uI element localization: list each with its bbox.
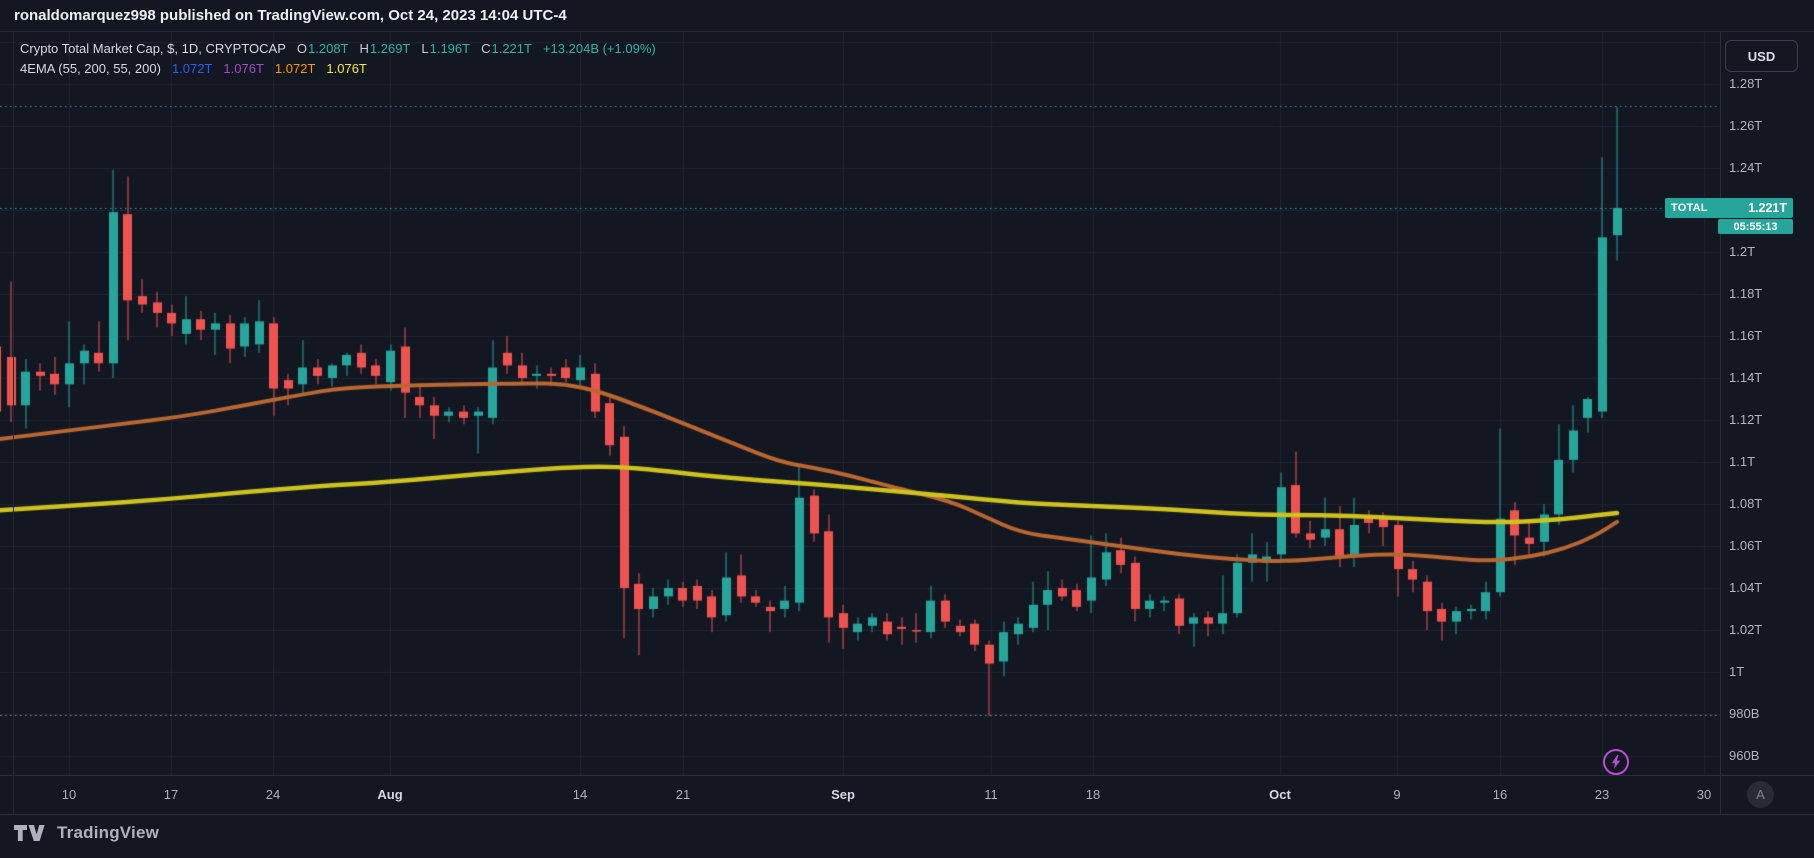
time-axis-label: 16 bbox=[1492, 787, 1508, 802]
price-chart-canvas[interactable] bbox=[0, 32, 1720, 775]
last-price-badge[interactable]: TOTAL 1.221T bbox=[1665, 198, 1793, 218]
time-axis-label: 24 bbox=[265, 787, 281, 802]
time-axis-label: 18 bbox=[1085, 787, 1101, 802]
daily-change: +13.204B (+1.09%) bbox=[542, 40, 656, 56]
time-axis-label: Oct bbox=[1269, 787, 1291, 802]
price-axis-label: 1.16T bbox=[1729, 328, 1763, 343]
usd-currency-button[interactable]: USD bbox=[1725, 40, 1798, 72]
time-axis-label: 11 bbox=[984, 787, 998, 802]
price-axis-label: 1.02T bbox=[1729, 622, 1763, 637]
time-axis-label: Sep bbox=[831, 787, 855, 802]
price-axis-label: 1.14T bbox=[1729, 370, 1763, 385]
symbol-title: Crypto Total Market Cap, $, 1D, CRYPTOCA… bbox=[20, 40, 286, 56]
publish-text: ronaldomarquez998 published on TradingVi… bbox=[14, 7, 567, 24]
price-axis-label: 1.28T bbox=[1729, 76, 1763, 91]
auto-scale-button[interactable]: A bbox=[1747, 781, 1774, 808]
price-axis-label: 1.26T bbox=[1729, 118, 1763, 133]
ohlc-open: O1.208T bbox=[296, 40, 349, 56]
ohlc-high: H1.269T bbox=[359, 40, 411, 56]
symbol-tag: TOTAL bbox=[1671, 202, 1708, 214]
legend-indicator-row[interactable]: 4EMA (55, 200, 55, 200) 1.072T 1.076T 1.… bbox=[20, 59, 656, 77]
chart-left-frame bbox=[13, 32, 14, 815]
legend-symbol-row[interactable]: Crypto Total Market Cap, $, 1D, CRYPTOCA… bbox=[20, 39, 656, 57]
publish-banner: ronaldomarquez998 published on TradingVi… bbox=[0, 0, 1814, 32]
ema55-blue-value: 1.072T bbox=[171, 60, 213, 76]
price-axis-label: 980B bbox=[1729, 706, 1760, 721]
time-axis[interactable]: 10 17 24 Aug 14 21 Sep 11 18 Oct 9 16 23 30 bbox=[0, 775, 1814, 815]
price-axis-label: 1.04T bbox=[1729, 580, 1763, 595]
price-axis-label: 1.06T bbox=[1729, 538, 1763, 553]
tradingview-logo-icon bbox=[14, 825, 49, 841]
bar-close-countdown: 05:55:13 bbox=[1718, 219, 1793, 234]
price-axis-label: 960B bbox=[1729, 748, 1760, 763]
ohlc-close: C1.221T bbox=[481, 40, 532, 56]
time-axis-label: 9 bbox=[1393, 787, 1401, 802]
footer-brand[interactable]: TradingView bbox=[14, 820, 159, 846]
time-axis-label: 17 bbox=[163, 787, 179, 802]
price-axis-label: 1.1T bbox=[1729, 454, 1756, 469]
price-axis-label: 1T bbox=[1729, 664, 1745, 679]
price-axis-label: 1.12T bbox=[1729, 412, 1763, 427]
tradingview-brand-text: TradingView bbox=[57, 823, 160, 842]
ohlc-low: L1.196T bbox=[421, 40, 471, 56]
usd-currency-label: USD bbox=[1747, 48, 1776, 64]
time-axis-label: 10 bbox=[61, 787, 77, 802]
time-axis-label: 23 bbox=[1594, 787, 1610, 802]
ema200-yellow-value: 1.076T bbox=[326, 60, 367, 76]
time-axis-label: 30 bbox=[1696, 787, 1712, 802]
price-axis[interactable]: 1.28T 1.26T 1.24T 1.2T 1.18T 1.16T 1.14T 1.12T 1… bbox=[1720, 32, 1814, 815]
time-axis-label: Aug bbox=[377, 787, 403, 802]
price-axis-label: 1.08T bbox=[1729, 496, 1763, 511]
chart-legend: Crypto Total Market Cap, $, 1D, CRYPTOCA… bbox=[20, 39, 656, 77]
lightning-icon[interactable] bbox=[1602, 748, 1630, 776]
time-axis-label: 21 bbox=[675, 787, 691, 802]
price-axis-label: 1.2T bbox=[1729, 244, 1756, 259]
auto-scale-label: A bbox=[1756, 787, 1765, 802]
ema200-purple-value: 1.076T bbox=[223, 60, 264, 76]
ema55-orange-value: 1.072T bbox=[274, 60, 316, 76]
time-axis-label: 14 bbox=[572, 787, 588, 802]
last-price-value: 1.221T bbox=[1748, 201, 1787, 215]
price-axis-label: 1.24T bbox=[1729, 160, 1763, 175]
indicator-title: 4EMA (55, 200, 55, 200) bbox=[20, 60, 161, 76]
price-axis-label: 1.18T bbox=[1729, 286, 1763, 301]
